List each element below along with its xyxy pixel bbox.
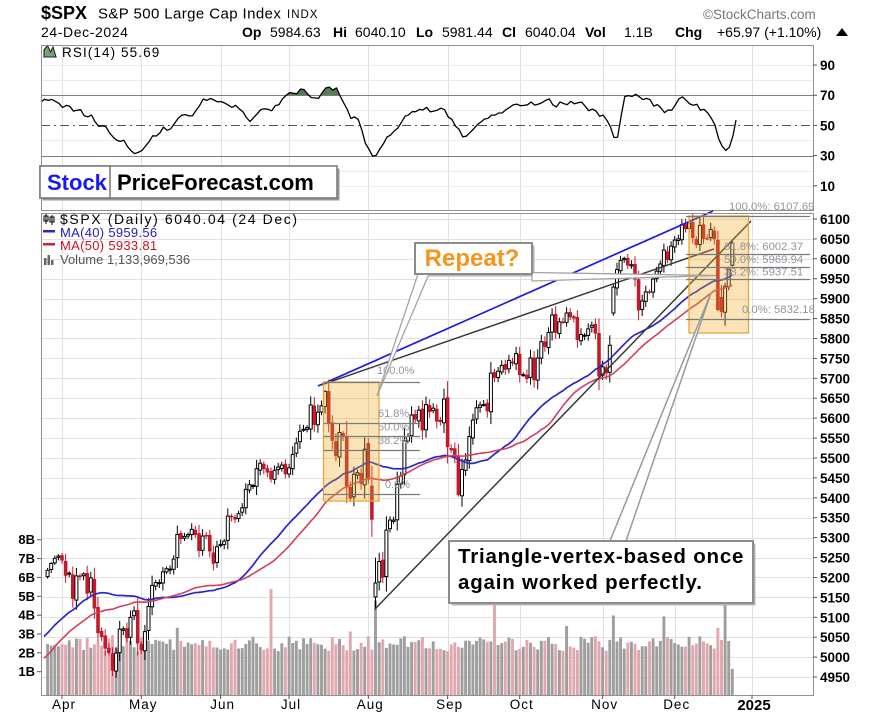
svg-text:5900: 5900 bbox=[820, 292, 850, 307]
svg-text:MA(40) 5959.56: MA(40) 5959.56 bbox=[60, 225, 157, 240]
svg-text:3B: 3B bbox=[18, 627, 35, 642]
svg-text:5050: 5050 bbox=[820, 630, 850, 645]
svg-text:5850: 5850 bbox=[820, 312, 850, 327]
svg-text:10: 10 bbox=[820, 179, 835, 194]
svg-text:RSI(14) 55.69: RSI(14) 55.69 bbox=[62, 45, 160, 60]
svg-text:8B: 8B bbox=[18, 532, 35, 547]
svg-text:5750: 5750 bbox=[820, 351, 850, 366]
svg-text:90: 90 bbox=[820, 58, 835, 73]
svg-text:Hi: Hi bbox=[333, 24, 347, 40]
svg-text:PriceForecast.com: PriceForecast.com bbox=[117, 170, 314, 195]
svg-text:Jul: Jul bbox=[281, 697, 301, 712]
svg-text:5600: 5600 bbox=[820, 411, 850, 426]
svg-text:6040.10: 6040.10 bbox=[355, 24, 406, 40]
svg-text:5000: 5000 bbox=[820, 650, 850, 665]
svg-text:38.2%: 38.2% bbox=[378, 435, 409, 447]
svg-text:50: 50 bbox=[820, 118, 835, 133]
svg-text:6100: 6100 bbox=[820, 212, 850, 227]
svg-text:+65.97 (+1.10%): +65.97 (+1.10%) bbox=[717, 24, 821, 40]
svg-text:7B: 7B bbox=[18, 551, 35, 566]
svg-text:Op: Op bbox=[242, 24, 261, 40]
svg-text:Lo: Lo bbox=[416, 24, 433, 40]
svg-text:Dec: Dec bbox=[663, 697, 690, 712]
svg-text:4B: 4B bbox=[18, 608, 35, 623]
svg-text:50.0%: 50.0% bbox=[378, 422, 409, 434]
svg-text:5100: 5100 bbox=[820, 610, 850, 625]
svg-text:6000: 6000 bbox=[820, 252, 850, 267]
svg-text:24-Dec-2024: 24-Dec-2024 bbox=[41, 24, 129, 40]
svg-text:again worked perfectly.: again worked perfectly. bbox=[458, 571, 703, 594]
svg-text:May: May bbox=[129, 697, 158, 712]
svg-text:6040.04: 6040.04 bbox=[525, 24, 576, 40]
svg-text:5984.63: 5984.63 bbox=[270, 24, 321, 40]
svg-text:5300: 5300 bbox=[820, 531, 850, 546]
svg-text:30: 30 bbox=[820, 149, 835, 164]
svg-text:Nov: Nov bbox=[591, 697, 618, 712]
svg-text:6B: 6B bbox=[18, 570, 35, 585]
svg-text:1.1B: 1.1B bbox=[624, 24, 653, 40]
svg-text:S&P 500 Large Cap Index: S&P 500 Large Cap Index bbox=[98, 6, 281, 23]
svg-text:61.8%: 6002.37: 61.8%: 6002.37 bbox=[724, 241, 803, 253]
svg-text:©StockCharts.com: ©StockCharts.com bbox=[703, 7, 816, 22]
svg-text:5250: 5250 bbox=[820, 551, 850, 566]
svg-text:100.0%: 6107.69: 100.0%: 6107.69 bbox=[729, 201, 814, 213]
svg-text:6050: 6050 bbox=[820, 232, 850, 247]
svg-text:0.0%: 5832.18: 0.0%: 5832.18 bbox=[742, 304, 815, 316]
svg-text:Stock: Stock bbox=[47, 170, 108, 195]
svg-text:Repeat?: Repeat? bbox=[425, 245, 520, 272]
svg-text:50.0%: 5969.94: 50.0%: 5969.94 bbox=[724, 254, 803, 266]
svg-text:0.0%: 0.0% bbox=[385, 479, 410, 491]
svg-text:Sep: Sep bbox=[436, 697, 463, 712]
svg-text:Volume 1,133,969,536: Volume 1,133,969,536 bbox=[60, 252, 190, 267]
svg-text:70: 70 bbox=[820, 88, 835, 103]
svg-text:5800: 5800 bbox=[820, 332, 850, 347]
svg-text:5B: 5B bbox=[18, 589, 35, 604]
svg-text:Oct: Oct bbox=[510, 697, 534, 712]
svg-text:INDX: INDX bbox=[287, 9, 318, 21]
svg-text:1B: 1B bbox=[18, 664, 35, 679]
svg-text:5950: 5950 bbox=[820, 272, 850, 287]
svg-text:Apr: Apr bbox=[52, 697, 76, 712]
svg-text:5700: 5700 bbox=[820, 371, 850, 386]
svg-text:Vol: Vol bbox=[585, 24, 606, 40]
svg-text:5500: 5500 bbox=[820, 451, 850, 466]
svg-text:Aug: Aug bbox=[357, 697, 384, 712]
svg-text:MA(50) 5933.81: MA(50) 5933.81 bbox=[60, 238, 157, 253]
svg-text:Chg: Chg bbox=[675, 24, 702, 40]
svg-text:100.0%: 100.0% bbox=[377, 365, 415, 377]
svg-text:5150: 5150 bbox=[820, 590, 850, 605]
svg-text:Triangle-vertex-based once: Triangle-vertex-based once bbox=[458, 545, 744, 568]
svg-text:5200: 5200 bbox=[820, 571, 850, 586]
svg-text:4950: 4950 bbox=[820, 670, 850, 685]
svg-text:Jun: Jun bbox=[210, 697, 235, 712]
svg-text:2025: 2025 bbox=[737, 697, 770, 714]
svg-text:5550: 5550 bbox=[820, 431, 850, 446]
svg-text:5650: 5650 bbox=[820, 391, 850, 406]
svg-text:5450: 5450 bbox=[820, 471, 850, 486]
svg-text:5400: 5400 bbox=[820, 491, 850, 506]
svg-text:$SPX (Daily) 6040.04 (24 Dec): $SPX (Daily) 6040.04 (24 Dec) bbox=[60, 211, 299, 227]
svg-text:Cl: Cl bbox=[502, 24, 516, 40]
svg-text:5350: 5350 bbox=[820, 511, 850, 526]
svg-text:2B: 2B bbox=[18, 645, 35, 660]
svg-text:$SPX: $SPX bbox=[41, 3, 87, 23]
svg-text:61.8%: 61.8% bbox=[378, 408, 409, 420]
svg-text:5981.44: 5981.44 bbox=[442, 24, 493, 40]
svg-text:38.2%: 5937.51: 38.2%: 5937.51 bbox=[724, 267, 803, 279]
